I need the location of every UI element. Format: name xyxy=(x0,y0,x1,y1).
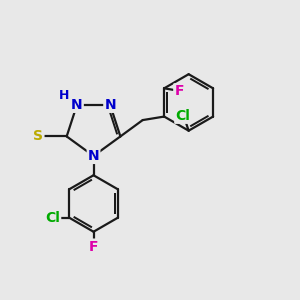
Text: N: N xyxy=(104,98,116,112)
Text: N: N xyxy=(71,98,83,112)
Text: Cl: Cl xyxy=(175,109,190,123)
Text: S: S xyxy=(33,129,43,143)
Text: H: H xyxy=(59,89,70,102)
Text: F: F xyxy=(174,84,184,98)
Text: N: N xyxy=(88,149,99,163)
Text: Cl: Cl xyxy=(45,211,60,225)
Text: F: F xyxy=(89,240,98,254)
